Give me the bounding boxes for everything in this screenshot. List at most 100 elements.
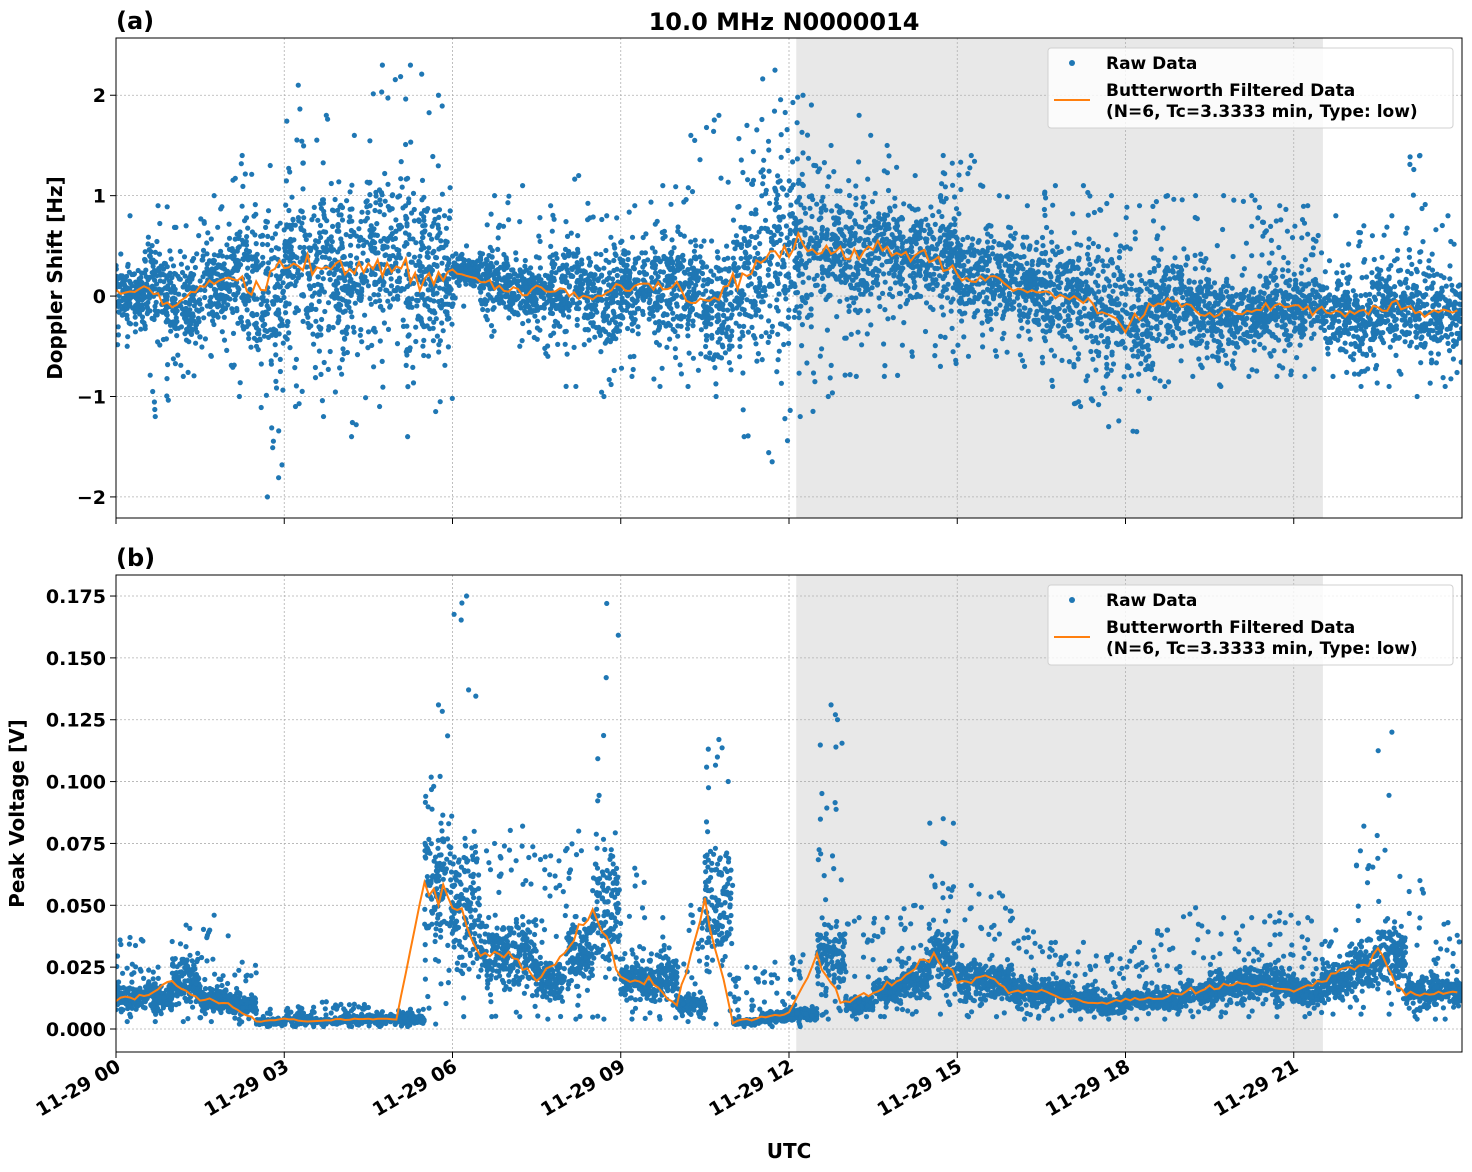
raw-data-point [729, 328, 735, 334]
raw-data-point [769, 459, 775, 465]
raw-data-point [819, 224, 826, 230]
raw-data-point [950, 296, 956, 302]
raw-data-point [1050, 248, 1056, 254]
raw-data-point [794, 120, 800, 126]
raw-data-point [670, 326, 676, 333]
raw-data-point [155, 203, 161, 209]
raw-data-point [542, 345, 548, 351]
raw-data-point [319, 254, 325, 260]
raw-data-point [745, 265, 751, 271]
raw-data-point [901, 201, 907, 207]
raw-data-point [668, 250, 674, 256]
raw-data-point [634, 277, 640, 283]
raw-data-point [597, 288, 603, 294]
raw-data-point [716, 306, 723, 312]
raw-data-point [348, 434, 355, 440]
raw-data-point [996, 193, 1002, 199]
raw-data-point [1073, 400, 1079, 406]
raw-data-point [347, 252, 354, 259]
raw-data-point [387, 291, 393, 297]
raw-data-point [403, 240, 409, 246]
raw-data-point [657, 383, 663, 390]
raw-data-point [437, 399, 443, 405]
raw-data-point [782, 283, 788, 290]
raw-data-point [772, 207, 778, 213]
raw-data-point [649, 264, 656, 270]
raw-data-point [1084, 283, 1090, 289]
raw-data-point [532, 313, 538, 319]
raw-data-point [382, 170, 388, 177]
raw-data-point [757, 241, 763, 247]
raw-data-point [484, 269, 490, 275]
raw-data-point [372, 271, 378, 278]
raw-data-point [1086, 236, 1092, 242]
raw-data-point [576, 172, 582, 179]
raw-data-point [1004, 194, 1011, 200]
raw-data-point [463, 243, 470, 249]
raw-data-point [152, 303, 158, 309]
raw-data-point [1029, 258, 1035, 264]
raw-data-point [405, 303, 411, 310]
raw-data-point [879, 262, 885, 268]
raw-data-point [362, 312, 368, 318]
raw-data-point [767, 200, 773, 206]
raw-data-point [912, 172, 918, 179]
raw-data-point [668, 201, 674, 207]
raw-data-point [673, 354, 679, 361]
raw-data-point [158, 270, 164, 277]
raw-data-point [930, 212, 936, 219]
raw-data-point [606, 332, 612, 338]
raw-data-point [986, 281, 992, 287]
raw-data-point [483, 301, 489, 307]
raw-data-point [367, 296, 373, 302]
raw-data-point [635, 324, 641, 330]
raw-data-point [244, 324, 250, 330]
raw-data-point [1007, 251, 1013, 257]
raw-data-point [932, 221, 938, 227]
raw-data-point [856, 287, 862, 293]
raw-data-point [576, 306, 582, 312]
raw-data-point [518, 305, 524, 311]
raw-data-point [311, 282, 317, 289]
raw-data-point [510, 300, 516, 306]
raw-data-point [416, 258, 422, 264]
raw-data-point [242, 218, 248, 224]
raw-data-point [367, 203, 373, 209]
raw-data-point [173, 315, 179, 321]
raw-data-point [491, 193, 498, 199]
raw-data-point [397, 193, 403, 199]
raw-data-point [581, 342, 587, 348]
raw-data-point [142, 257, 148, 263]
raw-data-point [272, 294, 278, 300]
raw-data-point [1055, 323, 1061, 329]
raw-data-point [825, 393, 831, 400]
raw-data-point [709, 332, 715, 338]
raw-data-point [987, 309, 993, 315]
raw-data-point [392, 77, 398, 83]
raw-data-point [891, 216, 897, 222]
raw-data-point [802, 210, 809, 216]
raw-data-point [667, 336, 673, 342]
raw-data-point [622, 248, 628, 254]
raw-data-point [805, 155, 812, 161]
raw-data-point [631, 353, 637, 359]
raw-data-point [958, 242, 964, 248]
raw-data-point [349, 314, 355, 320]
raw-data-point [721, 319, 727, 325]
raw-data-point [612, 245, 618, 251]
raw-data-point [903, 283, 909, 289]
raw-data-point [289, 194, 295, 200]
raw-data-point [127, 213, 133, 219]
raw-data-point [893, 258, 899, 264]
raw-data-point [121, 281, 127, 287]
raw-data-point [178, 261, 184, 267]
raw-data-point [856, 112, 862, 118]
raw-data-point [534, 325, 541, 331]
raw-data-point [1003, 305, 1009, 311]
raw-data-point [755, 307, 761, 313]
raw-data-point [375, 292, 381, 298]
raw-data-point [193, 340, 199, 346]
raw-data-point [1084, 334, 1090, 341]
raw-data-point [818, 209, 824, 215]
raw-data-point [665, 320, 671, 326]
